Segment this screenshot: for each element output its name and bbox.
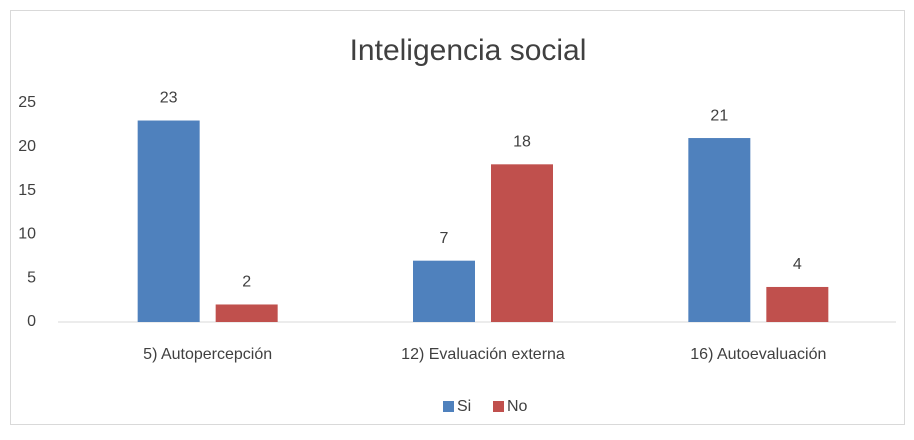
bar [413, 260, 475, 322]
x-tick-label: 12) Evaluación externa [401, 346, 565, 363]
y-tick-label: 5 [27, 269, 36, 286]
legend-label: No [507, 398, 528, 415]
legend-swatch [493, 401, 504, 412]
data-label: 23 [160, 90, 178, 107]
data-label: 7 [440, 230, 449, 247]
y-tick-label: 15 [18, 182, 36, 199]
y-tick-label: 20 [18, 138, 36, 155]
y-tick-label: 0 [27, 313, 36, 330]
data-label: 4 [793, 256, 802, 273]
y-tick-label: 10 [18, 226, 36, 243]
x-tick-label: 16) Autoevaluación [690, 346, 826, 363]
y-tick-label: 25 [18, 94, 36, 111]
legend-swatch [443, 401, 454, 412]
bar [766, 286, 829, 322]
bar [688, 138, 751, 322]
bar [491, 164, 553, 322]
bar [137, 120, 200, 323]
chart-title: Inteligencia social [350, 34, 587, 67]
data-label: 21 [710, 107, 728, 124]
bar [215, 304, 278, 322]
legend-label: Si [457, 398, 471, 415]
data-label: 18 [513, 134, 531, 151]
data-label: 2 [242, 274, 251, 291]
x-tick-label: 5) Autopercepción [143, 346, 272, 363]
